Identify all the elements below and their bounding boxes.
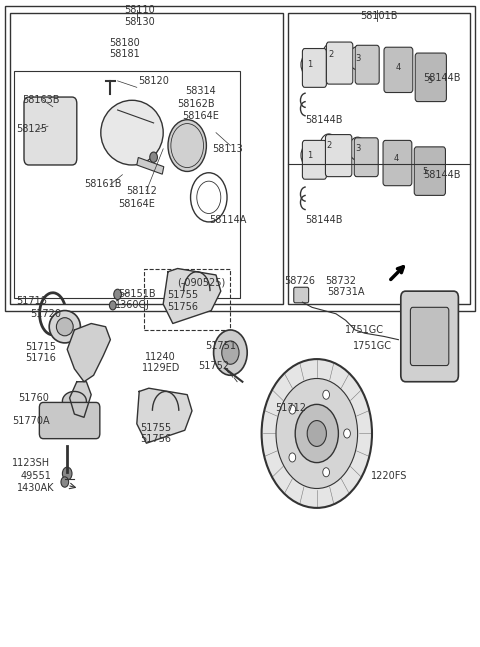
Circle shape: [109, 301, 116, 310]
Bar: [10, 13, 283, 304]
Text: 58731A: 58731A: [327, 287, 364, 298]
Circle shape: [307, 421, 326, 446]
Circle shape: [222, 341, 239, 364]
FancyBboxPatch shape: [326, 42, 353, 84]
Text: 51751: 51751: [205, 341, 236, 351]
Polygon shape: [137, 388, 192, 443]
Text: 4: 4: [396, 63, 401, 72]
Text: 2: 2: [326, 141, 331, 150]
Circle shape: [214, 330, 247, 375]
FancyBboxPatch shape: [39, 402, 100, 439]
Text: 51712: 51712: [275, 402, 306, 413]
Ellipse shape: [57, 318, 73, 336]
Text: 4: 4: [394, 154, 398, 163]
Circle shape: [168, 120, 206, 171]
Bar: [144, 269, 230, 330]
Text: 58101B: 58101B: [360, 11, 398, 21]
Text: 1123SH: 1123SH: [12, 457, 50, 468]
Text: 5: 5: [427, 76, 432, 85]
Text: 58144B: 58144B: [423, 170, 461, 180]
Bar: [14, 71, 240, 298]
Text: 58314: 58314: [185, 85, 216, 96]
Text: (-090525): (-090525): [178, 278, 226, 288]
Circle shape: [114, 289, 121, 300]
Polygon shape: [67, 324, 110, 382]
FancyBboxPatch shape: [415, 53, 446, 102]
Text: 1360GJ: 1360GJ: [115, 300, 149, 311]
Text: 51755
51756: 51755 51756: [141, 422, 171, 444]
Bar: [5, 6, 475, 311]
Text: 58161B: 58161B: [84, 179, 122, 190]
Text: 58164E: 58164E: [119, 199, 155, 209]
Text: 51720: 51720: [30, 309, 61, 319]
Ellipse shape: [49, 311, 81, 343]
Text: 1: 1: [307, 60, 312, 69]
Text: 58125: 58125: [16, 124, 47, 135]
Text: 58144B: 58144B: [305, 115, 342, 125]
Ellipse shape: [62, 391, 86, 411]
Text: 58180
58181: 58180 58181: [109, 38, 140, 60]
Text: 11240
1129ED: 11240 1129ED: [142, 351, 180, 373]
Text: 58162B: 58162B: [178, 98, 215, 109]
Circle shape: [323, 390, 329, 399]
Circle shape: [61, 477, 69, 487]
FancyBboxPatch shape: [384, 47, 413, 93]
Text: 51770A: 51770A: [12, 415, 50, 426]
Ellipse shape: [101, 100, 163, 165]
Text: 51715
51716: 51715 51716: [25, 342, 56, 364]
Circle shape: [262, 359, 372, 508]
Text: 58114A: 58114A: [209, 215, 247, 225]
Bar: [137, 157, 164, 174]
Text: 1751GC: 1751GC: [352, 341, 392, 351]
Circle shape: [295, 404, 338, 463]
Text: 3: 3: [355, 54, 360, 63]
FancyBboxPatch shape: [294, 287, 309, 303]
FancyBboxPatch shape: [24, 97, 77, 165]
FancyBboxPatch shape: [302, 49, 326, 87]
Text: 1751GC: 1751GC: [345, 325, 384, 335]
Circle shape: [276, 378, 358, 488]
Text: 51718: 51718: [16, 296, 47, 306]
Text: 5: 5: [422, 167, 427, 176]
Text: 58120: 58120: [138, 76, 169, 86]
Text: 2: 2: [329, 50, 334, 60]
Text: 58732: 58732: [325, 276, 356, 287]
Circle shape: [323, 468, 329, 477]
Text: 58144B: 58144B: [423, 72, 461, 83]
FancyBboxPatch shape: [355, 45, 379, 84]
Text: 51760: 51760: [18, 393, 49, 403]
FancyBboxPatch shape: [354, 138, 378, 177]
Text: 1: 1: [307, 151, 312, 160]
Text: 58113: 58113: [213, 144, 243, 154]
Text: 58726: 58726: [285, 276, 315, 287]
Text: 3: 3: [355, 144, 360, 153]
Circle shape: [289, 453, 296, 462]
Circle shape: [150, 152, 157, 162]
FancyBboxPatch shape: [325, 135, 352, 177]
FancyBboxPatch shape: [383, 140, 412, 186]
FancyBboxPatch shape: [414, 147, 445, 195]
Text: 58144B: 58144B: [305, 215, 342, 225]
Text: 58151B: 58151B: [118, 289, 156, 300]
Circle shape: [289, 405, 296, 414]
Bar: [288, 13, 470, 304]
Circle shape: [344, 429, 350, 438]
FancyBboxPatch shape: [302, 140, 326, 179]
Text: 58164E: 58164E: [182, 111, 219, 122]
Polygon shape: [163, 269, 221, 324]
Text: 51752: 51752: [198, 360, 229, 371]
FancyBboxPatch shape: [410, 307, 449, 366]
Polygon shape: [70, 382, 91, 417]
Text: 51755
51756: 51755 51756: [167, 290, 198, 312]
Text: 58112: 58112: [126, 186, 157, 196]
FancyBboxPatch shape: [401, 291, 458, 382]
Text: 58163B: 58163B: [22, 95, 60, 105]
Text: 49551: 49551: [21, 470, 51, 481]
Text: 1430AK: 1430AK: [17, 483, 55, 494]
Text: 1220FS: 1220FS: [371, 470, 407, 481]
Circle shape: [62, 467, 72, 480]
Text: 58110
58130: 58110 58130: [124, 5, 155, 27]
